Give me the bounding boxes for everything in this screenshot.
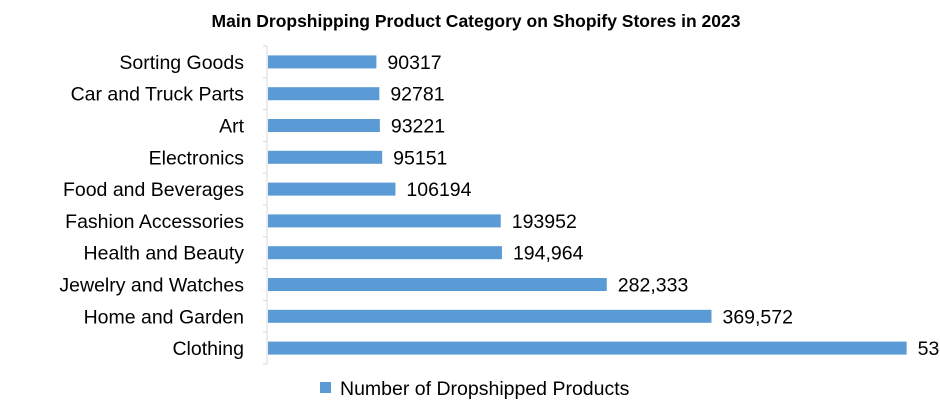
data-label-home-and-garden: 369,572 [722,306,793,328]
data-label-fashion-accessories: 193952 [512,211,577,233]
bar-car-and-truck-parts [268,87,380,101]
category-label-health-and-beauty: Health and Beauty [84,243,245,265]
category-label-clothing: Clothing [172,338,244,360]
bar-health-and-beauty [268,246,502,260]
category-label-electronics: Electronics [149,147,245,169]
data-labels: 90317 92781 93221 95151 106194 193952 194,964 2… [387,52,940,360]
chart-title: Main Dropshipping Product Category on Sh… [212,11,741,31]
category-label-art: Art [219,116,245,138]
data-label-health-and-beauty: 194,964 [513,243,584,265]
legend: Number of Dropshipped Products [320,378,630,400]
category-labels: Sorting Goods Car and Truck Parts Art Elect… [59,52,244,360]
category-label-car-and-truck-parts: Car and Truck Parts [71,84,245,106]
data-label-sorting-goods: 90317 [387,52,441,74]
bar-jewelry-and-watches [268,278,607,291]
data-label-jewelry-and-watches: 282,333 [618,275,689,297]
category-label-fashion-accessories: Fashion Accessories [65,211,244,233]
data-label-car-and-truck-parts: 92781 [390,84,444,106]
bar-home-and-garden [268,309,712,323]
legend-label: Number of Dropshipped Products [340,378,630,400]
bar-electronics [268,150,383,164]
bar-sorting-goods [268,55,377,69]
bar-art [268,119,380,132]
data-label-food-and-beverages: 106194 [406,179,471,201]
category-label-home-and-garden: Home and Garden [84,306,244,328]
data-label-art: 93221 [391,116,445,138]
legend-swatch [320,382,331,393]
category-label-sorting-goods: Sorting Goods [119,52,244,74]
data-label-clothing: 532,185 [918,338,940,360]
data-label-electronics: 95151 [393,147,447,169]
bar-fashion-accessories [268,214,501,228]
bar-food-and-beverages [268,182,396,196]
bar-clothing [268,341,907,355]
category-label-food-and-beverages: Food and Beverages [63,179,244,201]
y-axis-ticks [263,45,267,365]
bars [268,55,907,355]
category-label-jewelry-and-watches: Jewelry and Watches [59,275,244,297]
